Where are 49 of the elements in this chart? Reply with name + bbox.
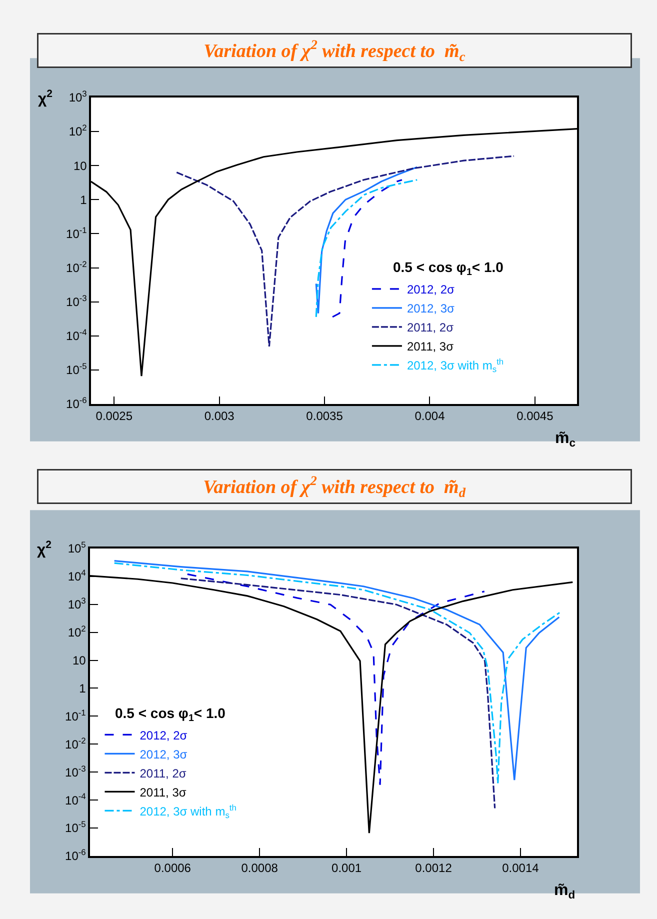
legend-label: 2011, 2σ (406, 320, 454, 335)
y-tick-label: 10$^{-1}$ (66, 224, 88, 241)
x-tick-label: 0.003 (204, 409, 235, 424)
y-tick-label: 10$^{-5}$ (66, 361, 88, 378)
legend-label: 2011, 3σ (406, 340, 454, 354)
y-tick-label: 10$^{3}$ (68, 88, 88, 105)
legend-label: 2012, 2σ (406, 282, 455, 297)
y-tick-label: 10$^{2}$ (68, 122, 88, 139)
y-tick-label: 1 (79, 681, 86, 696)
y-tick-label: 10$^{3}$ (68, 596, 86, 612)
y-tick-label: 10$^{-2}$ (66, 258, 88, 275)
y-tick-label: 10$^{-6}$ (66, 395, 88, 412)
chart-title: Variation of χ$^{2}$ with respect to m̃$_{d}$ (203, 473, 466, 500)
y-axis-title: χ$^{2}$ (38, 88, 53, 108)
y-axis-title: χ$^{2}$ (37, 539, 52, 558)
y-tick-label: 1 (80, 192, 88, 207)
y-tick-label: 10$^{-2}$ (65, 735, 86, 752)
y-tick-label: 10$^{-4}$ (66, 327, 88, 344)
y-tick-label: 10$^{2}$ (68, 623, 86, 640)
x-tick-label: 0.0008 (241, 861, 278, 876)
x-axis-title: m̃$_{d}$ (554, 882, 576, 902)
y-tick-label: 10 (73, 158, 88, 173)
x-axis-title: m̃$_{c}$ (555, 430, 576, 450)
x-tick-label: 0.0025 (96, 409, 133, 424)
y-tick-label: 10$^{4}$ (68, 568, 86, 584)
line-series (186, 573, 486, 786)
y-tick-label: 10 (72, 653, 86, 668)
chart-title: Variation of χ$^{2}$ with respect to m̃$_{c}$ (204, 37, 466, 64)
x-tick-label: 0.0045 (516, 409, 554, 424)
legend-label: 2012, 3σ (140, 747, 188, 762)
x-tick-label: 0.001 (332, 861, 362, 876)
legend-label: 2012, 2σ (140, 728, 188, 742)
annotation: 0.5 < cos φ$_{1}$< 1.0 (393, 259, 504, 278)
x-tick-label: 0.0012 (415, 861, 452, 876)
y-tick-label: 10$^{-5}$ (65, 819, 86, 836)
x-tick-label: 0.004 (414, 409, 446, 424)
legend-label: 2012, 3σ (406, 302, 455, 316)
y-tick-label: 10$^{-6}$ (65, 847, 86, 864)
x-tick-label: 0.0014 (502, 861, 540, 876)
y-tick-label: 10$^{-1}$ (65, 707, 86, 724)
legend-label: 2011, 3σ (140, 785, 187, 800)
y-tick-label: 10$^{-3}$ (66, 292, 88, 310)
x-tick-label: 0.0006 (154, 861, 192, 876)
y-tick-label: 10$^{5}$ (68, 540, 86, 556)
annotation: 0.5 < cos φ$_{1}$< 1.0 (115, 705, 226, 724)
y-tick-label: 10$^{-3}$ (65, 763, 86, 780)
x-tick-label: 0.0035 (306, 409, 344, 424)
y-tick-label: 10$^{-4}$ (65, 791, 86, 808)
legend-label: 2011, 2σ (140, 766, 187, 780)
